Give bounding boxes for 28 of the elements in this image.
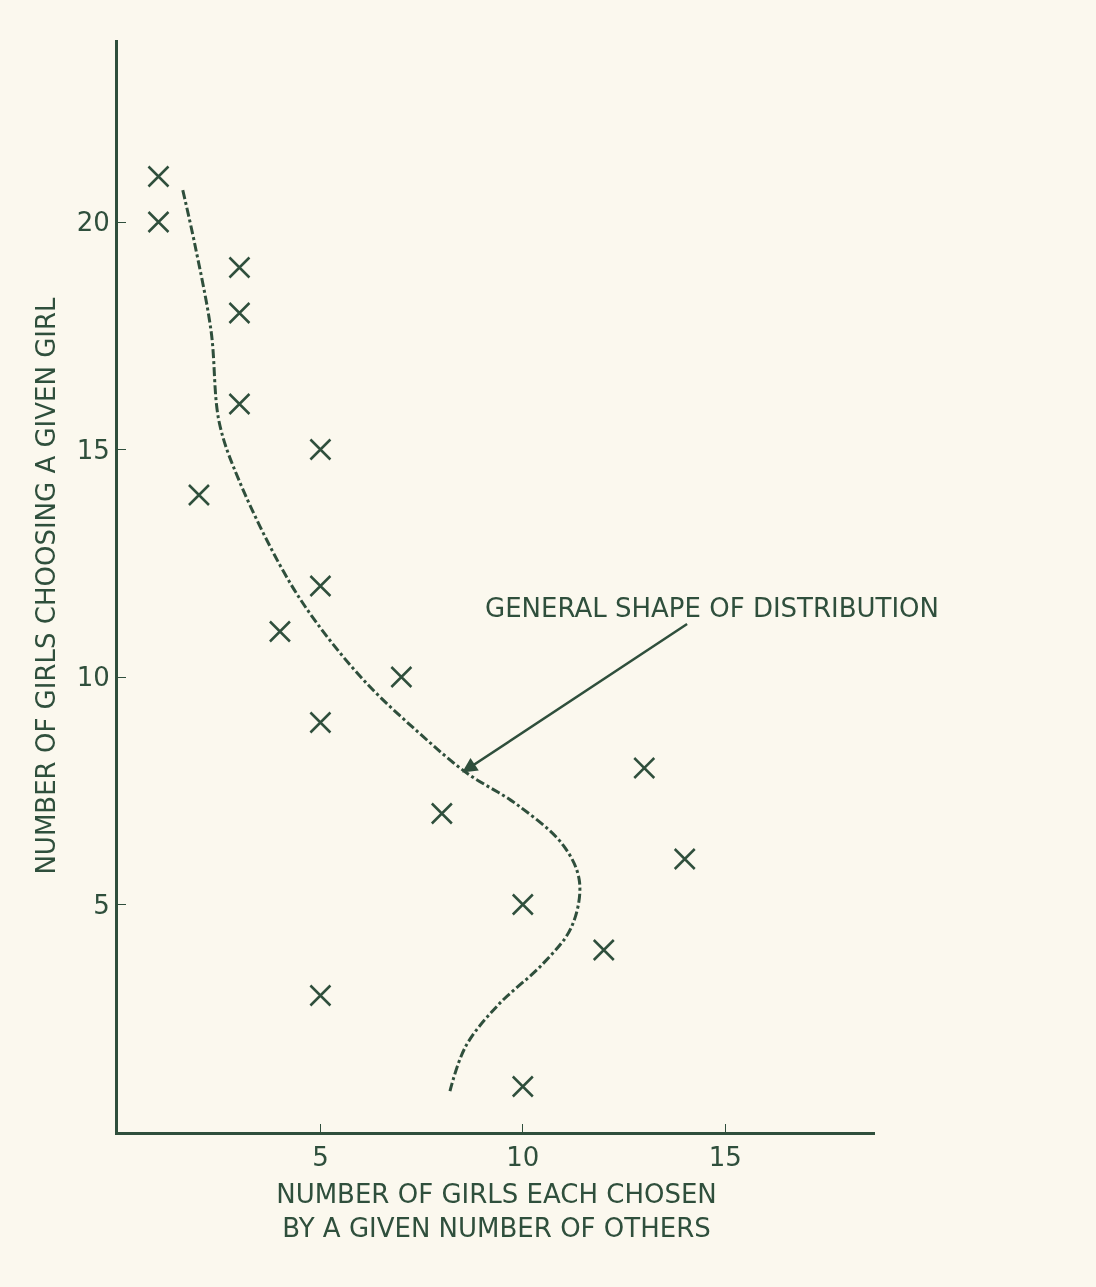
point (228, 301, 251, 325)
point (592, 938, 616, 962)
x-tick-label: 15 (708, 1142, 742, 1173)
point (511, 893, 535, 916)
x-tick-label: 5 (312, 1142, 329, 1173)
y-tick-label: 15 (76, 434, 110, 465)
point (633, 756, 656, 780)
point (673, 847, 696, 871)
y-tick-label: 20 (76, 207, 110, 238)
point (511, 1075, 535, 1098)
annotation: GENERAL SHAPE OF DISTRIBUTION (485, 593, 940, 623)
point (147, 210, 170, 234)
y-tick-label: 5 (93, 889, 110, 920)
point (430, 802, 454, 825)
point (390, 665, 413, 689)
x-tick-label: 10 (506, 1142, 540, 1173)
point (268, 620, 292, 643)
point (228, 256, 251, 279)
point (309, 438, 332, 461)
point (309, 984, 332, 1007)
y-axis-title: NUMBER OF GIRLS CHOOSING A GIVEN GIRL (31, 296, 62, 875)
point (228, 392, 251, 416)
point (309, 574, 332, 598)
x-axis-title: NUMBER OF GIRLS EACH CHOSEN BY A GIVEN NUMBER OF OTHERS (276, 1178, 717, 1243)
point (147, 165, 170, 188)
point (187, 483, 211, 507)
point (309, 711, 332, 734)
y-tick-label: 10 (76, 662, 110, 693)
